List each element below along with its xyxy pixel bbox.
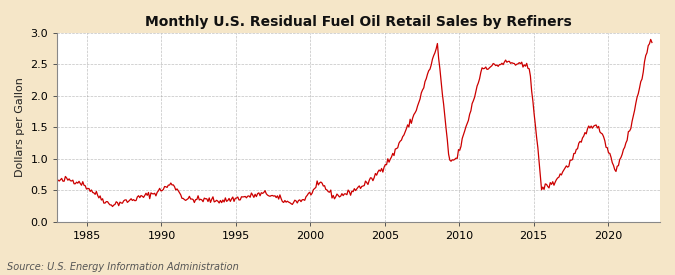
Title: Monthly U.S. Residual Fuel Oil Retail Sales by Refiners: Monthly U.S. Residual Fuel Oil Retail Sa… [145,15,572,29]
Text: Source: U.S. Energy Information Administration: Source: U.S. Energy Information Administ… [7,262,238,272]
Y-axis label: Dollars per Gallon: Dollars per Gallon [15,77,25,177]
